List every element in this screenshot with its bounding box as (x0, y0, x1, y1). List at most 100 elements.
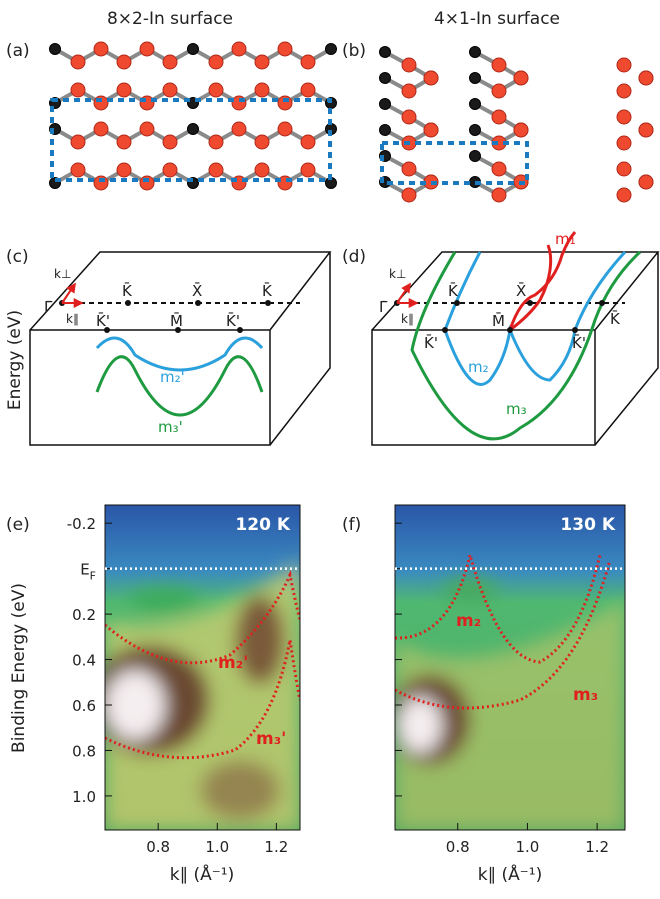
atom (492, 188, 506, 202)
k-label: M̄ (170, 311, 183, 330)
temperature: 120 K (235, 515, 290, 535)
atom (140, 42, 154, 56)
atom (209, 55, 223, 69)
y-tick-label: 0.8 (72, 742, 96, 760)
atom (209, 163, 223, 177)
k-label: X̄ (192, 281, 202, 300)
bz-box (30, 252, 658, 445)
axis-label: k∥ (66, 312, 79, 326)
atom (639, 71, 653, 85)
atom (232, 122, 246, 136)
atom (117, 55, 131, 69)
k-label: K̄ (448, 281, 459, 300)
y-tick-label: 0.6 (72, 697, 96, 715)
tick-text: 0.8 (72, 742, 96, 760)
atom (492, 58, 506, 72)
x-tick-label: 0.8 (146, 838, 170, 856)
atom (117, 83, 131, 97)
band-label: m₃' (158, 418, 183, 436)
axis-title: k∥ (Å⁻¹) (170, 863, 234, 885)
atom (380, 99, 391, 110)
arpes-image (90, 505, 300, 830)
x-tick-label: 1.0 (205, 838, 229, 856)
atom (163, 83, 177, 97)
temperature: 130 K (560, 515, 615, 535)
atom (380, 73, 391, 84)
band-label: m₂' (218, 653, 248, 673)
atom (326, 44, 337, 55)
x-tick-label: 1.2 (264, 838, 288, 856)
k-label: K̄ (610, 309, 621, 328)
atom (617, 136, 631, 150)
atom (514, 123, 528, 137)
panel-label: (c) (6, 247, 29, 267)
atom (163, 135, 177, 149)
atom (163, 163, 177, 177)
atom (470, 125, 481, 136)
tick-text: 0.6 (72, 697, 96, 715)
atom (140, 122, 154, 136)
atom (188, 44, 199, 55)
tick-text: 1.0 (72, 788, 96, 806)
atom (209, 135, 223, 149)
atom (617, 110, 631, 124)
k-label: K̄ (122, 281, 133, 300)
atom (94, 42, 108, 56)
atom (617, 188, 631, 202)
axis-title: k∥ (Å⁻¹) (478, 863, 542, 885)
atom (209, 83, 223, 97)
atom-structures (50, 42, 654, 202)
k-label: K̄' (96, 311, 110, 330)
band-label: m₃' (256, 729, 286, 749)
tick-text: 0.4 (72, 652, 96, 670)
atom (424, 71, 438, 85)
atom (380, 125, 391, 136)
atom (94, 122, 108, 136)
unit-cell (52, 100, 330, 180)
atom (470, 47, 481, 58)
atom (402, 58, 416, 72)
atom (232, 42, 246, 56)
k-label: K̄' (424, 333, 438, 352)
atom (402, 188, 416, 202)
k-label: X̄ (516, 281, 526, 300)
atom (402, 162, 416, 176)
atom (255, 55, 269, 69)
atom (380, 47, 391, 58)
atom (301, 135, 315, 149)
atom (492, 110, 506, 124)
atom (402, 110, 416, 124)
atom (301, 55, 315, 69)
x-tick-label: 0.8 (446, 838, 470, 856)
k-label: K̄' (572, 333, 586, 352)
atom (492, 84, 506, 98)
title: 8×2-In surface (107, 9, 233, 29)
atom (117, 163, 131, 177)
x-tick-label: 1.0 (515, 838, 539, 856)
axis-title: Energy (eV) (5, 310, 25, 410)
unit-cell (382, 143, 527, 183)
atom (71, 55, 85, 69)
figure: 8×2-In surface 4×1-In surface (a) (b) (c… (0, 0, 660, 899)
atom (639, 123, 653, 137)
tick-text: -0.2 (67, 515, 96, 533)
atom (402, 84, 416, 98)
k-label: K̄ (262, 281, 273, 300)
atom (492, 162, 506, 176)
atom (71, 83, 85, 97)
atom (255, 83, 269, 97)
k-label: K̄' (226, 311, 240, 330)
atom (117, 135, 131, 149)
atom (71, 135, 85, 149)
atom (470, 151, 481, 162)
atom (424, 123, 438, 137)
y-tick-label: -0.2 (67, 515, 96, 533)
panel-label: (f) (342, 515, 361, 535)
atom (163, 55, 177, 69)
band-label: m₂' (160, 368, 185, 386)
title: 4×1-In surface (434, 9, 560, 29)
tick-text: E (80, 561, 89, 579)
panel-label: (d) (342, 247, 366, 267)
atom (617, 84, 631, 98)
panel-label: (a) (6, 41, 30, 61)
